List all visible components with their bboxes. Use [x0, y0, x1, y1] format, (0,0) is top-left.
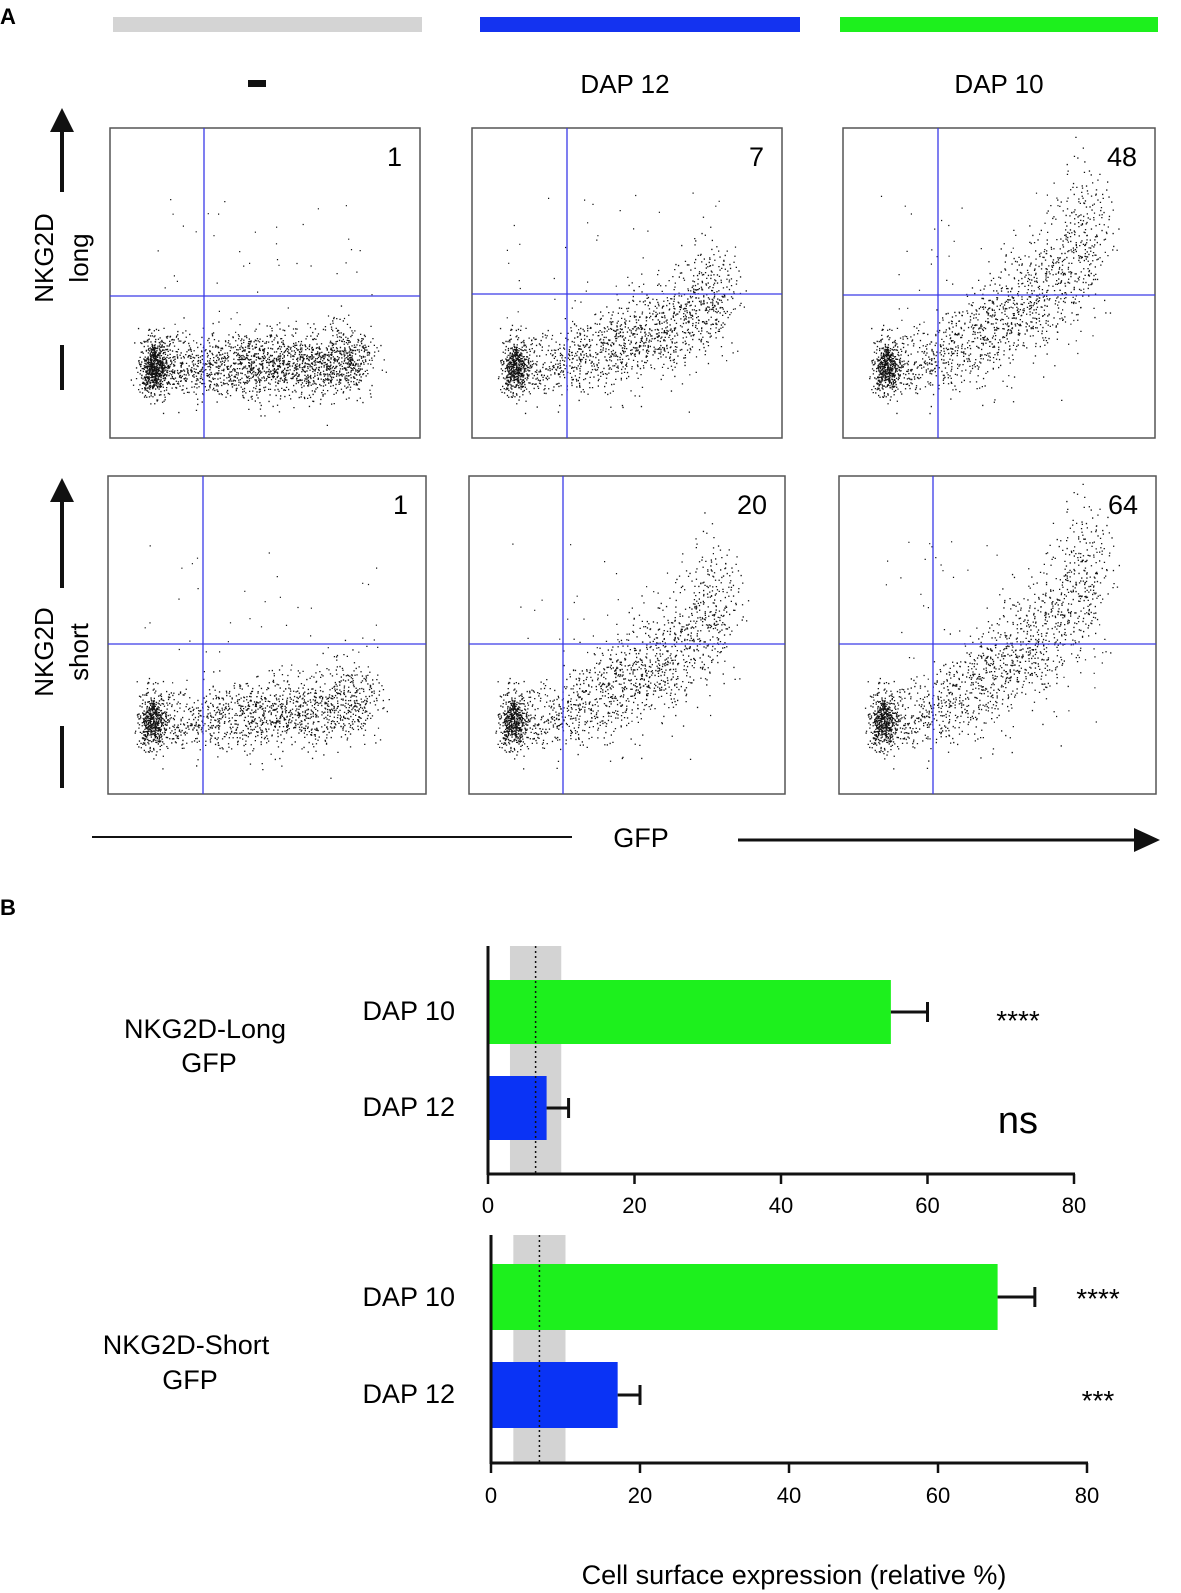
quadrant-percentage: 1 [387, 142, 402, 172]
flow-plots: 1 7 48 1 20 64 [107, 127, 1157, 795]
x-tick-label: 40 [769, 1193, 793, 1218]
quadrant-percentage: 20 [737, 490, 767, 520]
bar-dap-12 [491, 1362, 618, 1428]
flow-plot-events [134, 545, 390, 779]
condition-bar-dap10 [840, 17, 1158, 32]
bar-chart-x-axis-label: Cell surface expression (relative %) [582, 1560, 1007, 1590]
bar-chart-long: DAP 10 **** DAP 12 ns 0 20 40 60 80 [362, 946, 1086, 1218]
flow-plot-frame [109, 127, 421, 439]
quadrant-percentage: 1 [393, 490, 408, 520]
x-tick-label: 80 [1075, 1483, 1099, 1508]
significance-marker: *** [1082, 1385, 1115, 1416]
flow-plot: 48 [842, 127, 1156, 439]
flow-plot-frame [468, 475, 786, 795]
x-tick-label: 60 [915, 1193, 939, 1218]
category-label: DAP 10 [362, 1282, 455, 1312]
bar-dap-10 [491, 1264, 998, 1330]
x-axis-arrowhead [1134, 828, 1160, 852]
group-label-long-line2: GFP [181, 1048, 237, 1078]
group-label-long-line1: NKG2D-Long [124, 1014, 286, 1044]
row-label-nkg2d: NKG2D [29, 213, 59, 303]
bar-chart-short: DAP 10 **** DAP 12 *** 0 20 40 60 80 [362, 1235, 1120, 1508]
flow-plot: 1 [109, 127, 421, 439]
x-tick-label: 0 [485, 1483, 497, 1508]
column-title-dap10: DAP 10 [954, 69, 1043, 99]
x-axis-label-gfp: GFP [613, 823, 669, 853]
flow-plot-events [495, 512, 750, 770]
flow-plot-frame [842, 127, 1156, 439]
y-axis-arrowhead [50, 478, 74, 502]
flow-plot-events [869, 136, 1120, 415]
x-tick-label: 40 [777, 1483, 801, 1508]
significance-marker: **** [1076, 1283, 1120, 1314]
row-label-long: long [64, 233, 94, 282]
x-tick-label: 80 [1062, 1193, 1086, 1218]
quadrant-percentage: 48 [1107, 142, 1137, 172]
significance-marker: **** [996, 1005, 1040, 1036]
flow-plot-frame [471, 127, 783, 439]
flow-plot-events [130, 199, 387, 426]
category-label: DAP 12 [362, 1092, 455, 1122]
flow-plot-events [864, 483, 1120, 770]
y-axis-arrowhead [50, 108, 74, 132]
flow-plot-events [497, 192, 747, 415]
quadrant-percentage: 64 [1108, 490, 1138, 520]
category-label: DAP 10 [362, 996, 455, 1026]
quadrant-percentage: 7 [749, 142, 764, 172]
x-tick-label: 20 [628, 1483, 652, 1508]
row-label-nkg2d: NKG2D [29, 607, 59, 697]
condition-bar-none [113, 17, 422, 32]
x-tick-label: 0 [482, 1193, 494, 1218]
flow-plot: 64 [838, 475, 1157, 795]
panel-a-label: A [0, 4, 16, 29]
flow-plot-frame [838, 475, 1157, 795]
group-label-short-line1: NKG2D-Short [103, 1330, 270, 1360]
flow-plot-frame [107, 475, 427, 795]
row-short-axis: NKG2D short [29, 478, 94, 788]
bar-dap-12 [488, 1076, 547, 1140]
column-title-dap12: DAP 12 [580, 69, 669, 99]
row-label-short: short [64, 622, 94, 681]
flow-plot: 1 [107, 475, 427, 795]
bar-dap-10 [488, 980, 891, 1044]
significance-marker: ns [998, 1100, 1038, 1142]
column-title-none-dash [248, 80, 266, 87]
x-tick-label: 20 [622, 1193, 646, 1218]
condition-bar-dap12 [480, 17, 800, 32]
category-label: DAP 12 [362, 1379, 455, 1409]
flow-plot: 20 [468, 475, 786, 795]
x-tick-label: 60 [926, 1483, 950, 1508]
group-label-short-line2: GFP [162, 1365, 218, 1395]
row-long-axis: NKG2D long [29, 108, 94, 390]
flow-plot: 7 [471, 127, 783, 439]
panel-b-label: B [0, 895, 16, 920]
